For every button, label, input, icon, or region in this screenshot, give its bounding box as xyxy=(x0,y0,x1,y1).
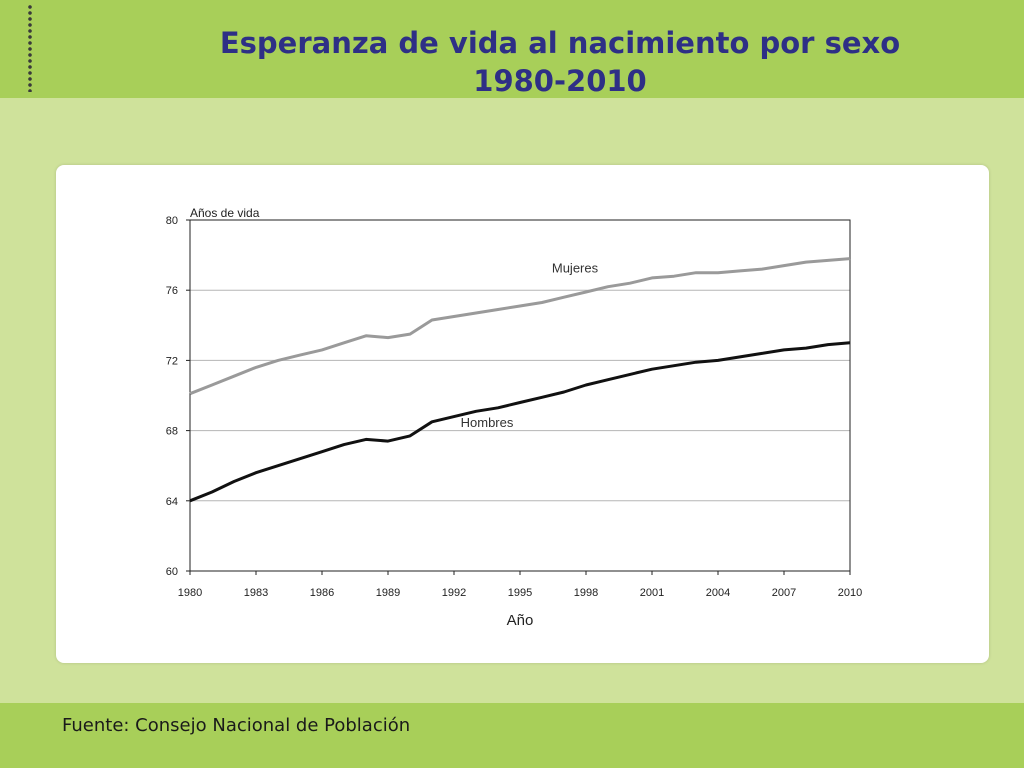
y-tick-label: 80 xyxy=(166,215,178,227)
y-tick-label: 60 xyxy=(166,566,178,578)
source-note: Fuente: Consejo Nacional de Población xyxy=(62,715,411,736)
x-tick-label: 1992 xyxy=(442,587,466,599)
plot-frame xyxy=(189,219,851,572)
x-tick-label: 2001 xyxy=(640,587,664,599)
life-expectancy-chart: 60 64 68 72 76 80 1980 1983 1986 1989 1992 1995 1998… xyxy=(166,206,862,629)
x-tick-label: 1995 xyxy=(508,587,532,599)
dotted-divider xyxy=(26,4,34,92)
series-line-hombres xyxy=(189,341,851,503)
slide-title: Esperanza de vida al nacimiento por sexo… xyxy=(120,24,1000,100)
series-line-mujeres xyxy=(189,257,851,396)
y-axis-label: Años de vida xyxy=(190,206,260,220)
series-label-mujeres: Mujeres xyxy=(552,261,599,276)
x-tick-label: 1998 xyxy=(574,587,598,599)
x-tick-label: 2010 xyxy=(838,587,862,599)
x-tick-label: 1980 xyxy=(178,587,202,599)
x-tick-label: 1986 xyxy=(310,587,334,599)
y-tick-label: 68 xyxy=(166,426,178,438)
chart-card: 60 64 68 72 76 80 1980 1983 1986 1989 1992 1995 1998… xyxy=(56,165,989,663)
footer-band xyxy=(0,703,1024,768)
x-tick-label: 1983 xyxy=(244,587,268,599)
title-line-1: Esperanza de vida al nacimiento por sexo xyxy=(219,26,901,60)
y-tick-label: 64 xyxy=(166,496,178,508)
x-axis-label: Año xyxy=(507,612,534,629)
y-tick-label: 76 xyxy=(166,285,178,297)
x-tick-label: 1989 xyxy=(376,587,400,599)
series-label-hombres: Hombres xyxy=(461,415,514,430)
title-line-2: 1980-2010 xyxy=(473,64,647,98)
x-tick-label: 2004 xyxy=(706,587,730,599)
header-band xyxy=(0,0,1024,98)
x-tick-label: 2007 xyxy=(772,587,796,599)
y-tick-label: 72 xyxy=(166,355,178,367)
